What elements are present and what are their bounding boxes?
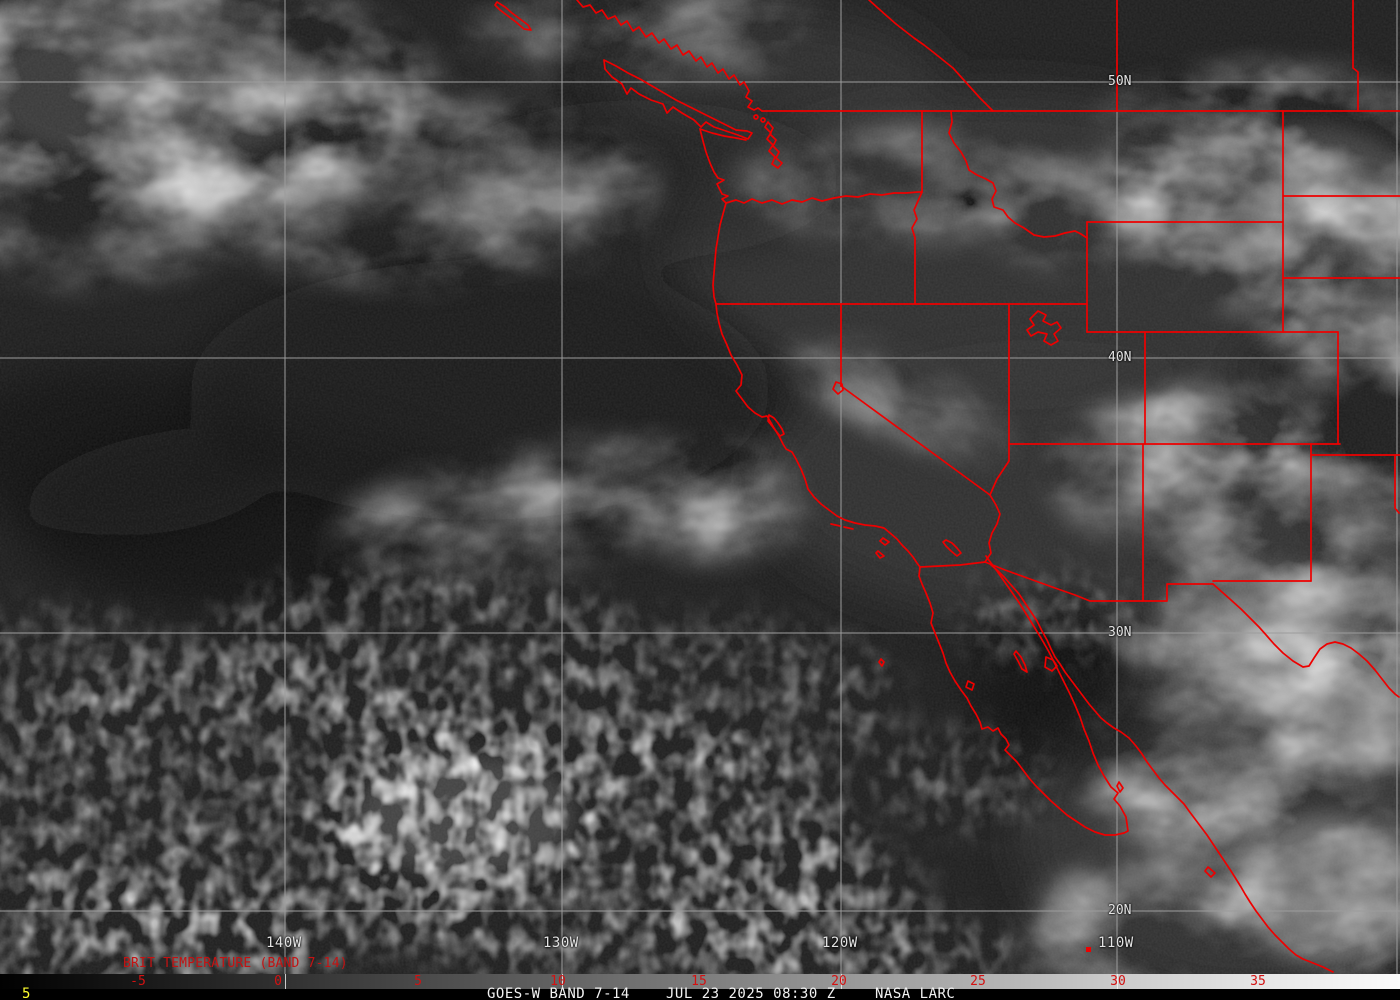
tiburon-island xyxy=(1044,656,1058,672)
colorbar-gridline xyxy=(285,974,286,989)
latitude-label: 20N xyxy=(1108,903,1132,918)
columbia-river-border xyxy=(725,191,923,205)
id-mt-border xyxy=(948,110,1088,239)
ca-nv-diagonal-border xyxy=(840,385,991,496)
angel-de-la-guarda-island xyxy=(1013,650,1028,673)
annotation-bar: 5 GOES-W BAND 7-14 JUL 23 2025 08:30 Z N… xyxy=(0,986,1400,1000)
guadalupe-island xyxy=(878,658,885,667)
colorbar-tick-label: 35 xyxy=(1250,974,1266,989)
great-salt-lake xyxy=(1026,310,1062,346)
satellite-map xyxy=(0,0,1400,974)
frame-counter: 5 xyxy=(22,986,31,1000)
socorro-island xyxy=(1086,947,1091,952)
brightness-temp-colorbar: -5 0 5 10 15 20 25 30 35 xyxy=(0,974,1400,989)
wa-outer-coast xyxy=(699,128,729,204)
latlon-gridlines xyxy=(0,0,1400,974)
olympic-north-shore xyxy=(699,128,747,141)
puget-sound-coast xyxy=(764,121,783,169)
catalina-island xyxy=(879,537,890,546)
sinaloa-island xyxy=(1204,866,1216,878)
colorbar-tick-label: -5 xyxy=(130,974,146,989)
sonora-sinaloa-coast xyxy=(989,563,1334,973)
latitude-label: 30N xyxy=(1108,625,1132,640)
data-source: NASA LARC xyxy=(875,986,956,1000)
timestamp: JUL 23 2025 08:30 Z xyxy=(666,986,836,1000)
colorbar-tick-label: 25 xyxy=(970,974,986,989)
vancouver-island-coast xyxy=(603,59,753,140)
longitude-label: 130W xyxy=(543,935,579,951)
colorbar-tick-label: 5 xyxy=(414,974,422,989)
product-title-overlay: BRIT TEMPERATURE (BAND 7-14) xyxy=(123,956,348,971)
longitude-label: 140W xyxy=(266,935,302,951)
bc-alberta-border xyxy=(868,0,994,112)
or-id-border xyxy=(911,191,923,305)
us-mexico-border-ca xyxy=(919,561,986,568)
cedros-island xyxy=(965,680,975,691)
ca-az-river-border xyxy=(984,494,1001,563)
image-grain xyxy=(0,0,1400,974)
bc-mainland-coast xyxy=(576,0,763,112)
product-name: GOES-W BAND 7-14 xyxy=(487,986,630,1000)
san-juan-island xyxy=(753,114,759,120)
channel-island xyxy=(830,523,841,527)
colorbar-tick-label: 0 xyxy=(274,974,282,989)
colorbar-gridline xyxy=(841,974,842,989)
latitude-label: 40N xyxy=(1108,350,1132,365)
sf-bay xyxy=(767,414,785,437)
colorbar-tick-label: 20 xyxy=(831,974,847,989)
baja-peninsula-coast xyxy=(918,555,1129,836)
latitude-label: 50N xyxy=(1108,74,1132,89)
salton-sea xyxy=(942,539,962,557)
san-juan-island xyxy=(760,117,766,123)
nv-az-river-border xyxy=(989,443,1010,496)
longitude-label: 110W xyxy=(1098,935,1134,951)
colorbar-gridline xyxy=(562,974,563,989)
colorbar-tick-label: 10 xyxy=(550,974,566,989)
colorbar-gridline xyxy=(1117,974,1118,989)
saskatchewan-manitoba-border xyxy=(1352,0,1359,112)
haida-gwaii-coast xyxy=(494,1,532,31)
colorbar-tick-label: 30 xyxy=(1110,974,1126,989)
san-clemente-island xyxy=(875,550,885,559)
longitude-label: 120W xyxy=(822,935,858,951)
la-paz-island xyxy=(1116,781,1124,793)
rio-grande-border xyxy=(1212,583,1400,698)
lake-tahoe xyxy=(832,381,844,395)
west-coastline xyxy=(712,202,921,568)
colorbar-tick-label: 15 xyxy=(691,974,707,989)
channel-island xyxy=(843,526,854,530)
us-mexico-border-az-nm xyxy=(984,561,1214,602)
map-borders xyxy=(494,0,1400,973)
tx-100w-border xyxy=(1394,454,1400,514)
